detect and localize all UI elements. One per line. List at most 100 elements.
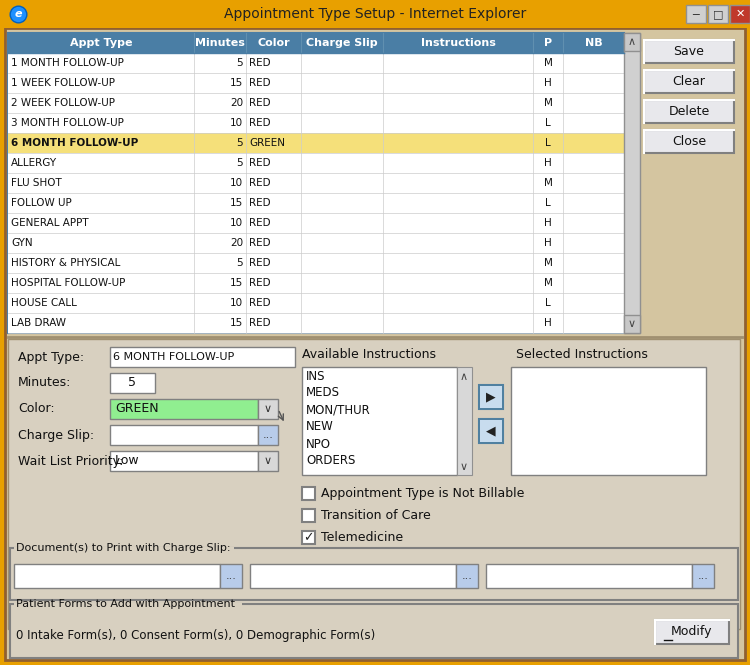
Bar — [8, 339, 740, 629]
Bar — [8, 73, 624, 93]
Bar — [644, 130, 734, 153]
Bar — [302, 367, 457, 475]
Text: Close: Close — [672, 135, 706, 148]
Text: M: M — [544, 178, 553, 188]
Bar — [708, 5, 728, 23]
Text: RED: RED — [249, 158, 271, 168]
Text: ALLERGY: ALLERGY — [11, 158, 57, 168]
Bar — [8, 273, 624, 293]
Text: e: e — [14, 9, 22, 19]
Text: M: M — [544, 98, 553, 108]
Text: RED: RED — [249, 98, 271, 108]
Text: □: □ — [712, 9, 723, 19]
Text: Appointment Type is Not Billable: Appointment Type is Not Billable — [321, 487, 524, 500]
Bar — [8, 173, 624, 193]
Text: MEDS: MEDS — [306, 386, 340, 400]
Bar — [258, 399, 278, 419]
Text: H: H — [544, 318, 552, 328]
Bar — [250, 564, 456, 588]
Bar — [302, 487, 315, 500]
Bar — [14, 564, 220, 588]
Text: Selected Instructions: Selected Instructions — [516, 348, 648, 360]
Text: Low: Low — [115, 454, 140, 467]
Text: ...: ... — [262, 430, 274, 440]
Bar — [8, 33, 624, 333]
Text: GREEN: GREEN — [249, 138, 285, 148]
Text: 20: 20 — [230, 238, 243, 248]
Bar — [8, 113, 624, 133]
Text: H: H — [544, 238, 552, 248]
Text: GYN: GYN — [11, 238, 33, 248]
Bar — [457, 367, 472, 475]
Text: GENERAL APPT: GENERAL APPT — [11, 218, 88, 228]
Text: RED: RED — [249, 318, 271, 328]
Text: H: H — [544, 158, 552, 168]
Text: LAB DRAW: LAB DRAW — [11, 318, 66, 328]
Text: MON/THUR: MON/THUR — [306, 404, 370, 416]
Text: ▶: ▶ — [486, 390, 496, 404]
Bar — [480, 420, 502, 442]
Text: ∨: ∨ — [264, 456, 272, 466]
Text: NEW: NEW — [306, 420, 334, 434]
Text: Modify: Modify — [671, 626, 712, 638]
Bar — [302, 531, 315, 544]
Bar — [8, 53, 624, 73]
Text: GREEN: GREEN — [115, 402, 159, 416]
Bar — [220, 564, 242, 588]
Text: Transition of Care: Transition of Care — [321, 509, 430, 522]
Bar — [8, 253, 624, 273]
Bar — [8, 213, 624, 233]
Text: Appt Type:: Appt Type: — [18, 350, 84, 364]
Text: L: L — [545, 298, 550, 308]
Text: Charge Slip:: Charge Slip: — [18, 428, 94, 442]
Bar — [644, 70, 734, 93]
Text: 15: 15 — [230, 278, 243, 288]
Bar — [110, 451, 258, 471]
Bar — [110, 373, 155, 393]
Bar — [14, 547, 234, 556]
Bar — [456, 564, 478, 588]
Text: ∧: ∧ — [460, 372, 468, 382]
Text: 10: 10 — [230, 218, 243, 228]
Bar — [258, 425, 278, 445]
Bar — [110, 347, 295, 367]
Text: ...: ... — [226, 571, 236, 581]
Text: 2 WEEK FOLLOW-UP: 2 WEEK FOLLOW-UP — [11, 98, 115, 108]
Text: RED: RED — [249, 118, 271, 128]
Text: H: H — [544, 78, 552, 88]
Bar — [8, 133, 624, 153]
Text: FOLLOW UP: FOLLOW UP — [11, 198, 72, 208]
Text: Color:: Color: — [18, 402, 55, 416]
Bar — [258, 451, 278, 471]
Text: RED: RED — [249, 278, 271, 288]
Text: 15: 15 — [230, 78, 243, 88]
Text: Instructions: Instructions — [421, 38, 496, 48]
Text: Appt Type: Appt Type — [70, 38, 132, 48]
Text: Save: Save — [674, 45, 704, 58]
Text: ◀: ◀ — [486, 424, 496, 438]
Bar — [486, 564, 692, 588]
Text: RED: RED — [249, 178, 271, 188]
Text: 10: 10 — [230, 118, 243, 128]
Text: Delete: Delete — [668, 105, 710, 118]
Text: HOUSE CALL: HOUSE CALL — [11, 298, 76, 308]
Bar — [479, 419, 503, 443]
Text: RED: RED — [249, 218, 271, 228]
Text: M: M — [544, 258, 553, 268]
Text: Telemedicine: Telemedicine — [321, 531, 404, 544]
Bar — [624, 315, 640, 333]
Text: 6 MONTH FOLLOW-UP: 6 MONTH FOLLOW-UP — [11, 138, 138, 148]
Text: 10: 10 — [230, 298, 243, 308]
Text: NPO: NPO — [306, 438, 331, 450]
Text: ─: ─ — [693, 9, 699, 19]
Text: INS: INS — [306, 370, 326, 382]
Text: HOSPITAL FOLLOW-UP: HOSPITAL FOLLOW-UP — [11, 278, 125, 288]
Text: ∨: ∨ — [460, 462, 468, 472]
Text: Charge Slip: Charge Slip — [306, 38, 378, 48]
Bar — [8, 93, 624, 113]
Text: 10: 10 — [230, 178, 243, 188]
Text: Clear: Clear — [673, 75, 706, 88]
Bar — [110, 399, 258, 419]
Text: FLU SHOT: FLU SHOT — [11, 178, 62, 188]
Bar — [14, 603, 242, 612]
